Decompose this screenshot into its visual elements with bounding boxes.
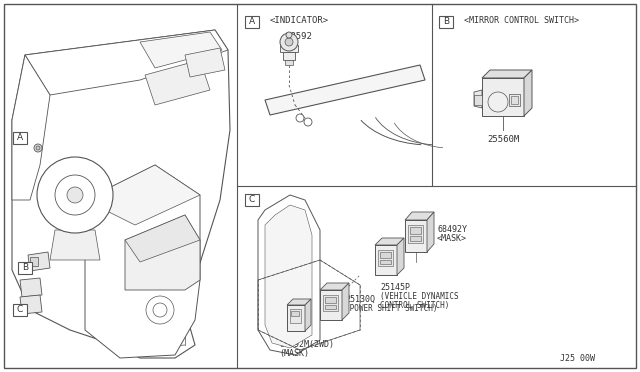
Bar — [283, 52, 295, 60]
Text: 25560M: 25560M — [487, 135, 519, 144]
Circle shape — [37, 157, 113, 233]
Circle shape — [146, 296, 174, 324]
Text: <MIRROR CONTROL SWITCH>: <MIRROR CONTROL SWITCH> — [464, 16, 579, 25]
Polygon shape — [185, 48, 225, 77]
Circle shape — [55, 175, 95, 215]
Bar — [13, 304, 27, 316]
Polygon shape — [482, 70, 532, 78]
Bar — [13, 132, 27, 144]
Bar — [509, 94, 520, 106]
Text: 68492M(2WD): 68492M(2WD) — [279, 340, 334, 349]
Bar — [375, 245, 397, 275]
Polygon shape — [12, 30, 230, 358]
Polygon shape — [50, 230, 100, 260]
Polygon shape — [85, 165, 200, 358]
Polygon shape — [265, 65, 425, 115]
Polygon shape — [320, 283, 349, 290]
Bar — [320, 290, 342, 320]
Text: (VEHICLE DYNAMICS: (VEHICLE DYNAMICS — [380, 292, 459, 301]
Text: A: A — [17, 134, 23, 142]
Bar — [380, 252, 391, 258]
Text: 25130Q: 25130Q — [345, 295, 375, 304]
Bar — [408, 225, 423, 243]
Polygon shape — [265, 205, 312, 348]
Polygon shape — [397, 238, 404, 275]
Bar — [290, 309, 301, 323]
Polygon shape — [474, 90, 482, 108]
Polygon shape — [125, 215, 200, 290]
Polygon shape — [375, 238, 404, 245]
Polygon shape — [258, 195, 320, 355]
Bar — [482, 78, 524, 116]
Bar — [287, 305, 305, 331]
Polygon shape — [427, 212, 434, 252]
Text: (MASK): (MASK) — [279, 349, 309, 358]
Text: B: B — [443, 17, 449, 26]
Bar — [511, 96, 518, 104]
Polygon shape — [280, 45, 298, 52]
Circle shape — [280, 33, 298, 51]
Bar — [410, 227, 421, 234]
Polygon shape — [145, 60, 210, 105]
Polygon shape — [85, 165, 200, 225]
Polygon shape — [342, 283, 349, 320]
Bar — [323, 295, 338, 311]
Bar — [291, 311, 299, 316]
Polygon shape — [25, 30, 228, 95]
Polygon shape — [305, 299, 311, 331]
Bar — [325, 297, 336, 303]
Bar — [285, 60, 293, 65]
Polygon shape — [405, 212, 434, 220]
Polygon shape — [12, 55, 50, 200]
Text: <MASK>: <MASK> — [437, 234, 467, 243]
Bar — [245, 194, 259, 206]
Text: C: C — [17, 305, 23, 314]
Text: C: C — [249, 196, 255, 205]
Text: 25145P: 25145P — [380, 283, 410, 292]
Circle shape — [36, 146, 40, 150]
Bar — [325, 305, 336, 309]
Text: 68492Y: 68492Y — [437, 225, 467, 234]
Text: 28592: 28592 — [285, 32, 312, 41]
Polygon shape — [287, 299, 311, 305]
Bar — [245, 16, 259, 28]
Text: <INDICATOR>: <INDICATOR> — [270, 16, 329, 25]
Bar — [18, 262, 32, 274]
Bar — [378, 250, 393, 266]
Polygon shape — [140, 32, 222, 68]
Polygon shape — [125, 215, 200, 262]
Circle shape — [34, 144, 42, 152]
Circle shape — [285, 38, 293, 46]
Bar — [380, 260, 391, 264]
Text: (POWER SHIFT SWITCH): (POWER SHIFT SWITCH) — [345, 304, 438, 313]
Circle shape — [296, 114, 304, 122]
Polygon shape — [524, 70, 532, 116]
Circle shape — [488, 92, 508, 112]
Polygon shape — [20, 278, 42, 297]
Bar — [30, 257, 38, 266]
Text: B: B — [22, 263, 28, 273]
Circle shape — [304, 118, 312, 126]
Polygon shape — [20, 295, 42, 314]
Circle shape — [153, 303, 167, 317]
Polygon shape — [28, 252, 50, 271]
Bar — [405, 220, 427, 252]
Text: A: A — [249, 17, 255, 26]
Text: J25 00W: J25 00W — [560, 354, 595, 363]
Bar — [439, 16, 453, 28]
Circle shape — [67, 187, 83, 203]
Circle shape — [286, 32, 292, 38]
Bar — [474, 95, 482, 105]
Text: CONTROL SWITCH): CONTROL SWITCH) — [380, 301, 449, 310]
Bar — [410, 236, 421, 241]
